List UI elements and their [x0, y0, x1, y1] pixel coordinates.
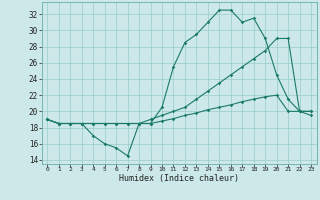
- X-axis label: Humidex (Indice chaleur): Humidex (Indice chaleur): [119, 174, 239, 183]
